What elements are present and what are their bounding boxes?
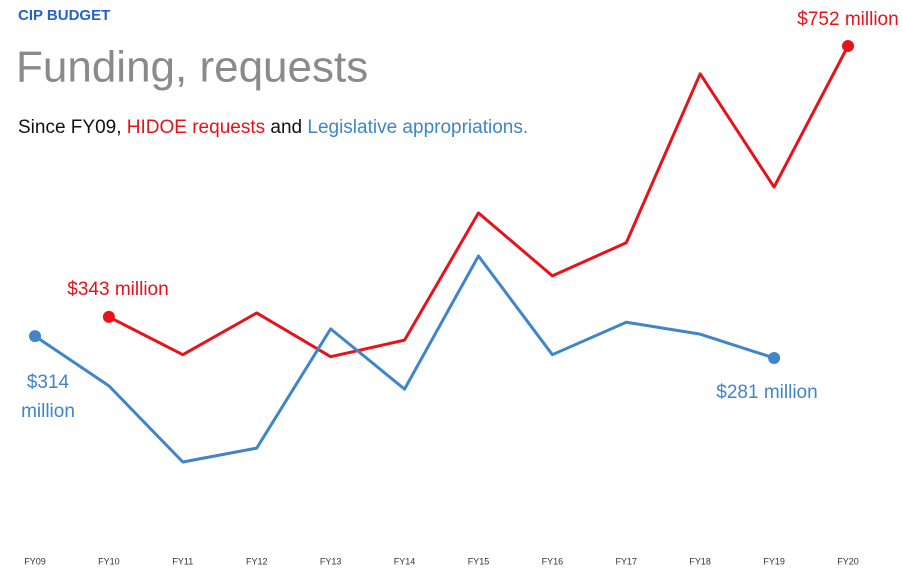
line: [108, 45, 850, 359]
x-tick-label: FY19: [763, 556, 785, 566]
x-tick-label: FY10: [98, 556, 120, 566]
x-tick-label: FY09: [24, 556, 46, 566]
value-label: $752 million: [797, 9, 898, 30]
x-tick-label: FY11: [172, 556, 193, 566]
x-tick-label: FY13: [320, 556, 342, 566]
end-point: [102, 310, 115, 323]
subtitle-text: and: [270, 117, 302, 138]
subtitle-series: Legislative appropriations: [307, 117, 522, 138]
kicker: CIP BUDGET: [18, 7, 110, 24]
value-label: $314 million: [21, 372, 75, 422]
subtitle: Since FY09, HIDOE requests and Legislati…: [18, 117, 528, 138]
x-tick-label: FY18: [689, 556, 711, 566]
end-point: [768, 352, 781, 364]
line: [34, 254, 775, 464]
x-tick-label: FY16: [542, 556, 564, 566]
subtitle-series: HIDOE requests: [127, 117, 265, 138]
value-label: $281 million: [716, 382, 817, 403]
chart-title: Funding, requests: [16, 43, 368, 92]
x-tick-label: FY12: [246, 556, 268, 566]
value-label-line: million: [21, 401, 75, 422]
x-tick-label: FY17: [616, 556, 638, 566]
subtitle-text: Since FY09,: [18, 117, 122, 138]
value-label: $343 million: [67, 279, 168, 300]
subtitle-text: .: [523, 117, 528, 138]
x-tick-label: FY14: [394, 556, 416, 566]
x-tick-label: FY15: [468, 556, 490, 566]
end-point: [842, 40, 854, 52]
x-tick-label: FY20: [837, 556, 859, 566]
end-point: [29, 330, 41, 343]
value-label-line: $314: [27, 372, 70, 393]
